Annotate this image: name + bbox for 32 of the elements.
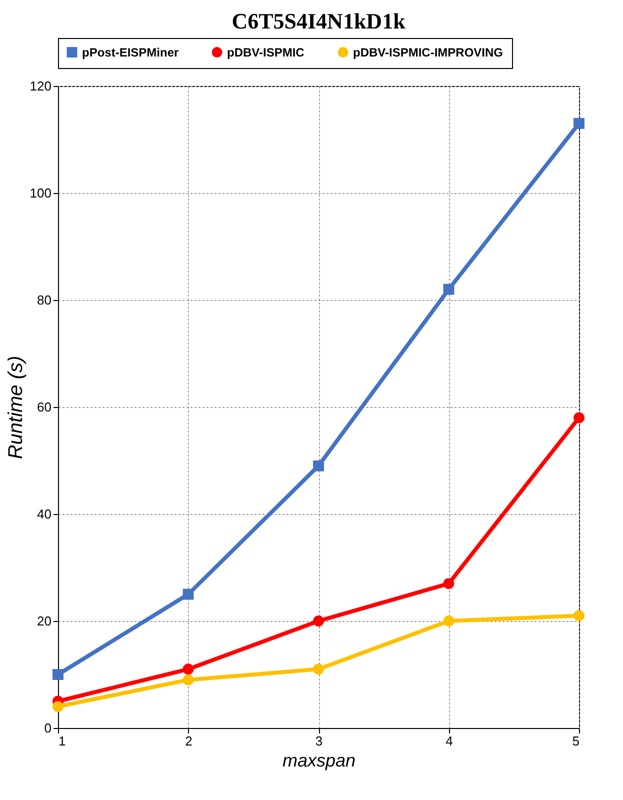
y-tick-label: 20 <box>37 614 52 628</box>
x-tick-label: 4 <box>446 734 453 748</box>
point <box>52 701 64 712</box>
chart-title: C6T5S4I4N1kD1k <box>232 8 406 34</box>
point <box>52 669 64 680</box>
point <box>313 616 324 626</box>
y-tick-label: 100 <box>30 186 52 200</box>
x-tick-label: 3 <box>315 734 323 748</box>
y-tick-label: 80 <box>37 292 52 308</box>
point <box>574 118 584 129</box>
point <box>574 610 584 622</box>
x-tick-label: 2 <box>185 734 192 748</box>
point <box>182 664 194 675</box>
y-tick-label: 120 <box>30 78 52 94</box>
y-tick-label: 40 <box>37 506 52 522</box>
point <box>574 412 584 424</box>
point <box>443 578 454 590</box>
y-tick-label: 0 <box>44 720 52 736</box>
x-axis-title: maxspan <box>282 750 356 770</box>
legend-label: pPost-EISPMiner <box>82 45 180 60</box>
legend-label: pDBV-ISPMIC-IMPROVING <box>353 45 504 60</box>
point <box>313 664 324 675</box>
x-tick-label: 5 <box>572 734 580 748</box>
point <box>443 616 454 626</box>
y-axis-title: Runtime (s) <box>4 356 27 460</box>
point <box>313 460 324 472</box>
point <box>182 588 194 600</box>
point <box>443 284 454 295</box>
y-tick-label: 60 <box>37 400 52 414</box>
x-tick-label: 1 <box>58 734 66 748</box>
point <box>182 674 194 686</box>
legend-label: pDBV-ISPMIC <box>227 45 305 60</box>
